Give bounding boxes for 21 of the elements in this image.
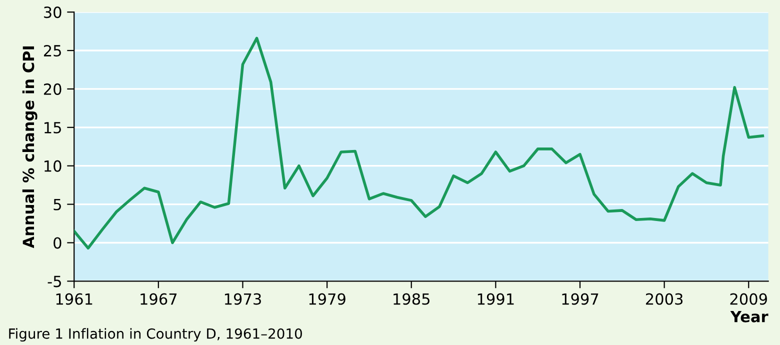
x-tick-label: 1997 — [562, 293, 598, 305]
x-tick-label: 1985 — [394, 293, 430, 305]
y-tick-label: 0 — [54, 237, 62, 249]
x-tick-label: 2009 — [730, 293, 767, 305]
y-axis-title: Annual % change in CPI — [22, 46, 38, 248]
x-tick-label: 1979 — [309, 293, 346, 305]
y-tick-label: 10 — [44, 160, 62, 172]
y-tick-label: 20 — [44, 83, 62, 95]
y-tick-label: 5 — [54, 198, 61, 210]
line-series — [74, 36, 764, 250]
x-tick-label: 1961 — [56, 293, 92, 305]
x-tick-label: 1991 — [478, 293, 514, 305]
y-tick-label: 25 — [44, 44, 61, 57]
x-tick-label: 1967 — [140, 293, 177, 305]
x-tick-label: 1973 — [224, 293, 261, 305]
y-tick-label: 15 — [44, 122, 61, 134]
x-axis-title: Year — [730, 311, 768, 322]
caption: Figure 1 Inflation in Country D, 1961–2010 — [9, 328, 302, 342]
x-tick-label: 2003 — [646, 293, 683, 305]
y-tick-label: 30 — [44, 6, 62, 18]
y-tick-label: -5 — [48, 276, 61, 288]
